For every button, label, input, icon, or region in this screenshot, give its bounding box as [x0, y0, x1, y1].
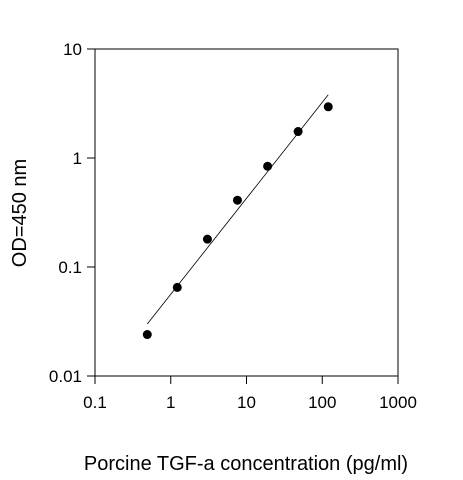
- x-tick-label: 100: [308, 393, 336, 412]
- y-tick-label: 0.1: [58, 258, 82, 277]
- plot-frame: [94, 48, 399, 377]
- y-tick-label: 0.01: [49, 367, 82, 386]
- y-tick-label: 10: [63, 40, 82, 59]
- x-tick-label: 0.1: [83, 393, 107, 412]
- x-tick-label: 1: [166, 393, 175, 412]
- data-point: [142, 330, 152, 340]
- x-axis-title: Porcine TGF-a concentration (pg/ml): [84, 453, 408, 475]
- data-point: [202, 234, 212, 244]
- data-point: [172, 282, 182, 292]
- x-tick-label: 10: [237, 393, 256, 412]
- y-axis-ticks: 0.01 0.1 1 10: [49, 40, 95, 386]
- x-axis-ticks: 0.1 1 10 100 1000: [83, 376, 417, 412]
- data-point: [263, 161, 273, 171]
- x-tick-label: 1000: [379, 393, 417, 412]
- data-points: [142, 102, 333, 340]
- data-point: [323, 102, 333, 112]
- data-point: [232, 195, 242, 205]
- y-axis-title: OD=450 nm: [9, 159, 31, 267]
- y-tick-label: 1: [73, 149, 82, 168]
- data-point: [293, 127, 303, 137]
